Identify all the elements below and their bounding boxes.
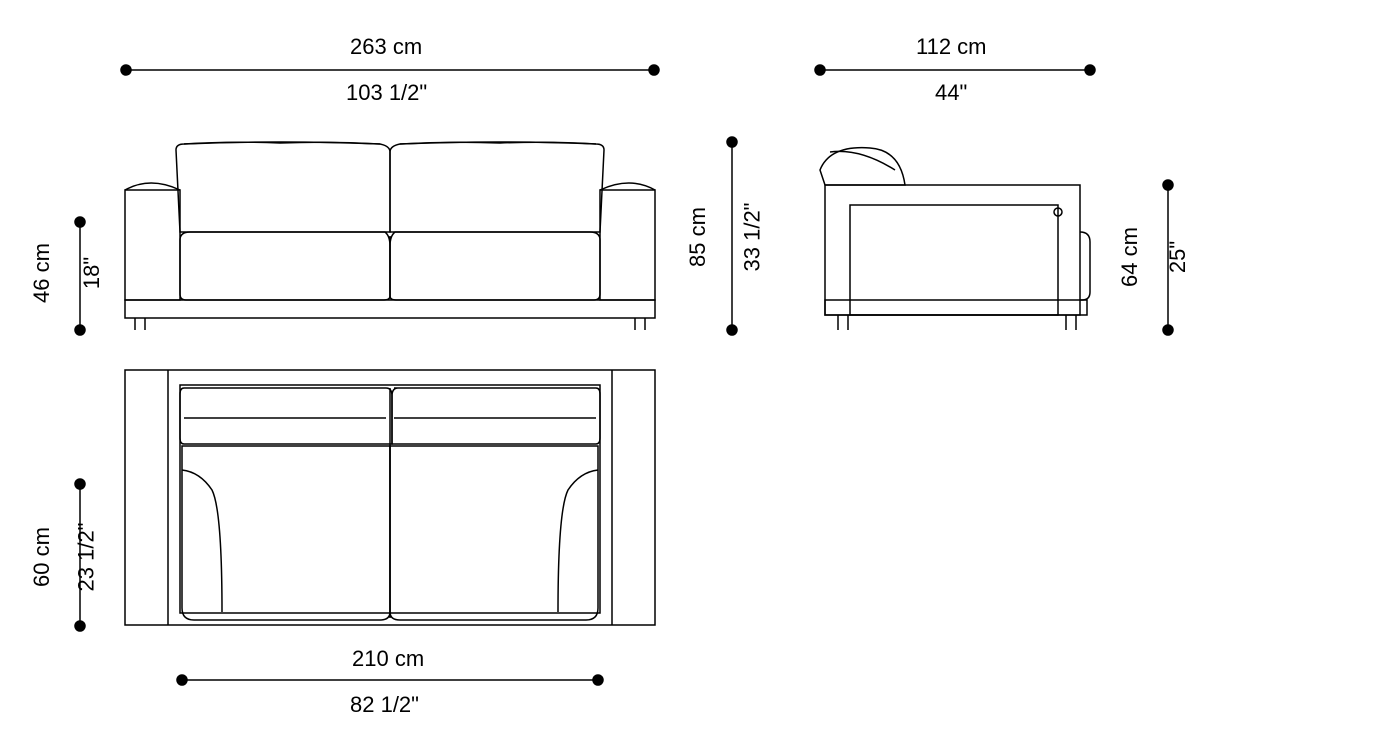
sofa-technical-drawing <box>0 0 1400 754</box>
dim-seat-height-in: 18" <box>79 257 105 289</box>
dim-cushion-depth-cm: 60 cm <box>29 527 55 587</box>
dim-inside-width-cm: 210 cm <box>352 646 424 672</box>
dim-cushion-depth-in: 23 1/2" <box>73 523 99 592</box>
dim-seat-height-cm: 46 cm <box>29 243 55 303</box>
dim-overall-height-in: 33 1/2" <box>739 203 765 272</box>
dim-arm-height-cm: 64 cm <box>1117 227 1143 287</box>
dim-front-width-in: 103 1/2" <box>346 80 427 106</box>
dim-inside-width-in: 82 1/2" <box>350 692 419 718</box>
dim-front-width-cm: 263 cm <box>350 34 422 60</box>
dim-overall-height-cm: 85 cm <box>685 207 711 267</box>
dim-side-depth-cm: 112 cm <box>916 34 987 60</box>
dim-arm-height-in: 25" <box>1165 241 1191 273</box>
dim-side-depth-in: 44" <box>935 80 967 106</box>
